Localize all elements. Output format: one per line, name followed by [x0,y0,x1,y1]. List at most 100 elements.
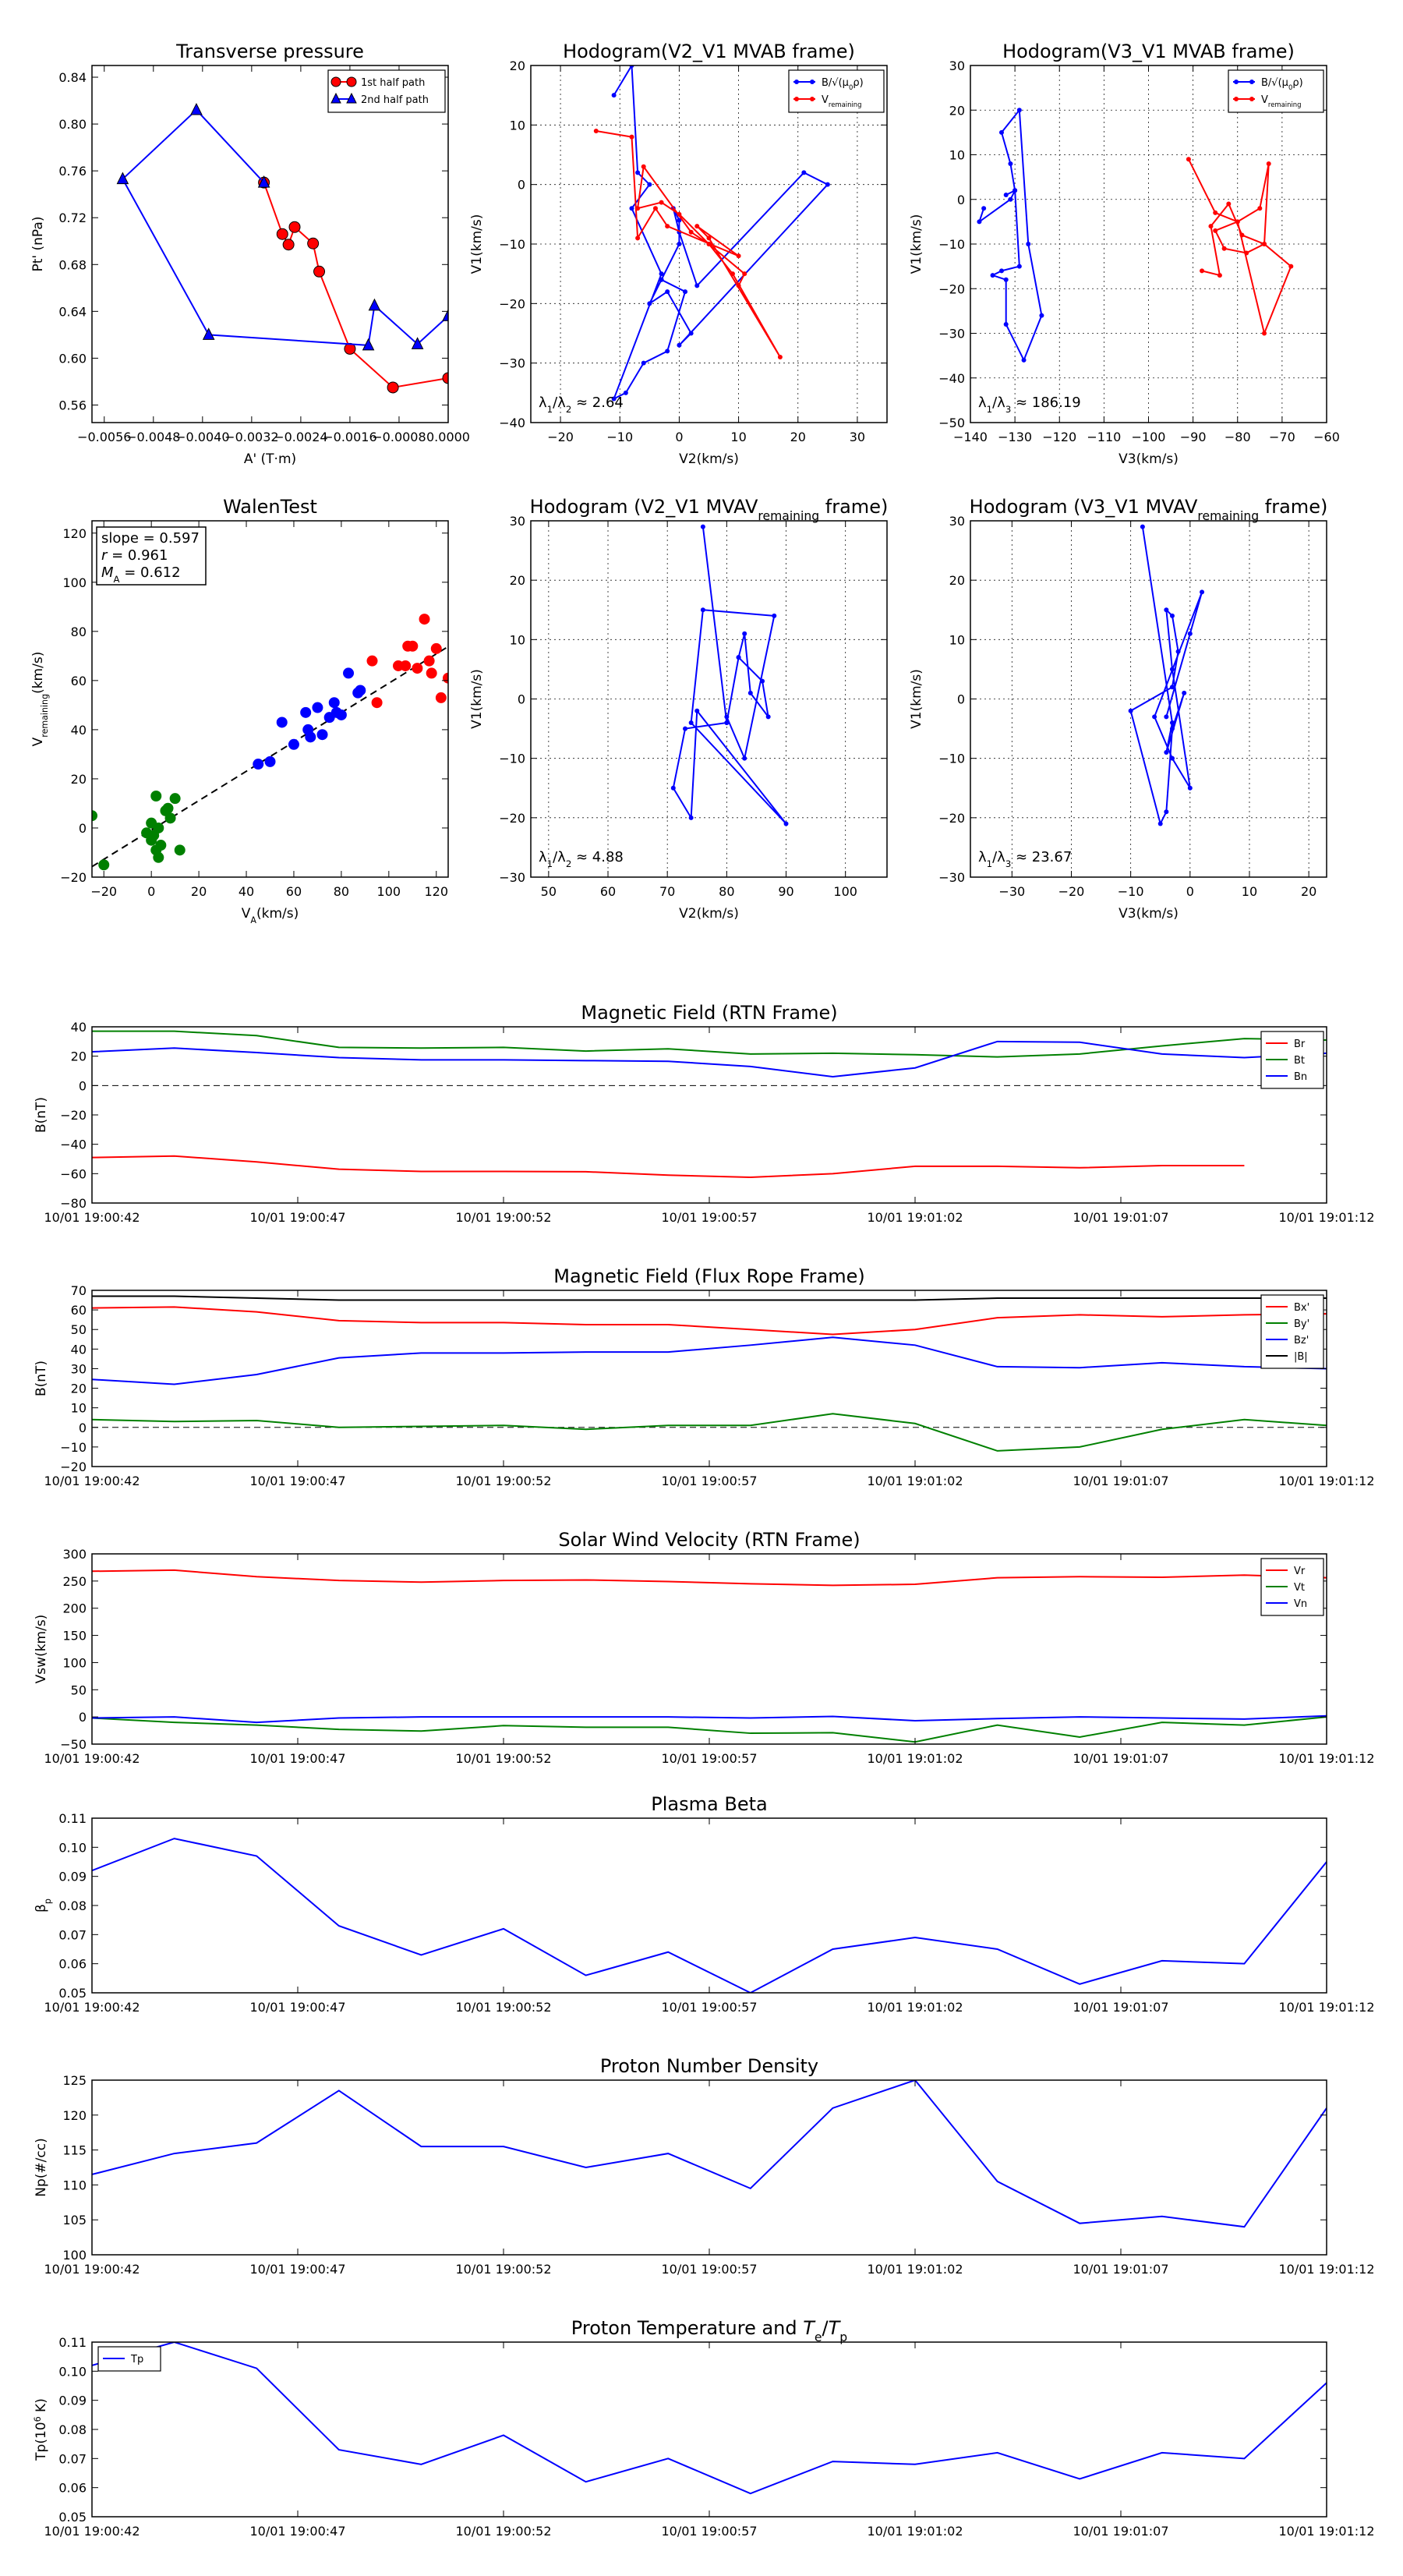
x-tick-label: 10/01 19:00:42 [44,2262,140,2277]
x-axis-label: V3(km/s) [1119,451,1179,467]
legend: 1st half path 2nd half path [327,69,446,113]
data-point [407,640,419,652]
data-point [150,844,162,856]
x-tick-label: −0.0032 [224,430,278,444]
y-tick-label: 0 [79,1078,87,1093]
x-tick-label: −10 [606,430,633,444]
data-point [1164,714,1169,720]
y-tick-label: −30 [499,870,525,885]
y-tick-label: −50 [60,1737,87,1752]
series-Bx' [92,1306,1327,1336]
data-point [1200,268,1205,274]
x-tick-label: −120 [1042,430,1076,444]
text-span: B/√(μ [822,77,849,89]
data-point [288,221,301,233]
x-tick-label: 10/01 19:00:42 [44,2524,140,2539]
data-point [423,655,435,667]
y-tick-label: −10 [938,752,965,766]
data-point [1235,219,1240,225]
data-point [688,815,694,820]
data-point [677,211,682,217]
x-tick-label: 0 [675,430,683,444]
data-point [736,283,741,288]
series-Vr [92,1569,1327,1587]
data-point [742,631,747,636]
x-tick-label: 10/01 19:00:52 [455,2524,551,2539]
x-tick-label: −110 [1087,430,1121,444]
series-Bz' [92,1336,1327,1385]
y-tick-label: 0 [79,1421,87,1435]
x-tick-label: 10/01 19:00:57 [661,2262,757,2277]
y-tick-label: 125 [62,2073,87,2088]
x-tick-label: −0.0008 [372,430,426,444]
x-tick-label: −100 [1132,430,1166,444]
chart-title: Proton Temperature and Te/Tp [571,2317,848,2344]
data-point [635,235,641,241]
chart-pt: 0.560.600.640.680.720.760.800.84−0.0056−… [30,41,470,467]
data-point [1266,161,1271,166]
y-tick-label: 0.06 [58,1957,87,1972]
y-tick-label: 0 [518,178,525,193]
y-axis-label: Pt' (nPa) [30,217,46,272]
text-span: p [43,1898,53,1904]
x-tick-label: −70 [1269,430,1295,444]
data-point [1221,246,1227,251]
text-span: 2 [566,404,571,415]
y-tick-label: 30 [949,514,965,529]
data-point [706,242,712,246]
text-span: λ [978,849,987,865]
data-point [343,667,355,679]
data-point [1213,210,1218,215]
text-span: β [34,1904,49,1913]
data-point [300,706,312,718]
data-point [316,729,328,741]
x-tick-label: 120 [424,884,448,899]
data-point [1169,613,1175,618]
x-tick-label: 10/01 19:01:07 [1073,2000,1168,2015]
text-span: λ [539,849,547,865]
text-span: 1 [987,858,992,869]
y-tick-label: 120 [62,2108,87,2123]
data-point [1026,242,1031,246]
text-span: remaining [1197,509,1259,523]
data-point [442,372,448,384]
legend: Bx' By' Bz' |B| [1260,1294,1324,1369]
y-tick-label: 0.68 [58,257,87,272]
y-tick-label: 20 [71,772,87,787]
plot-frame [91,65,449,423]
data-point [355,685,366,696]
data-point [371,697,383,709]
y-tick-label: 0.09 [58,1870,87,1884]
y-tick-label: 0.09 [58,2394,87,2408]
text-span: Hodogram (V2_V1 MVAV [530,496,758,518]
data-point [1169,720,1175,725]
text-span: /λ [992,849,1005,865]
data-point [253,759,264,770]
series-line [92,1714,1327,1724]
text-span: 0 [1288,83,1292,91]
text-span: T [803,2317,816,2339]
series-line [672,526,787,825]
lambda-annotation: λ1/λ3 ≈ 186.19 [978,395,1081,415]
text-span: e [815,2330,822,2344]
series-2nd half path [116,102,448,351]
x-tick-label: −20 [547,430,574,444]
x-tick-label: 0.0000 [426,430,470,444]
data-point [1187,631,1193,636]
data-point [659,200,664,205]
series-green [92,790,186,871]
x-tick-label: 20 [790,430,806,444]
series-line [122,108,448,346]
x-tick-label: 10/01 19:00:57 [661,1474,757,1488]
data-point [742,755,747,761]
y-axis-label: Vsw(km/s) [34,1615,49,1684]
series-line [977,108,1043,363]
data-point [1262,331,1267,336]
data-point [977,219,982,225]
x-tick-label: 10/01 19:01:07 [1073,2524,1168,2539]
data-point [1140,524,1145,529]
x-tick-label: −90 [1180,430,1207,444]
data-point [1157,821,1163,826]
x-tick-label: 10/01 19:01:12 [1278,1751,1374,1766]
